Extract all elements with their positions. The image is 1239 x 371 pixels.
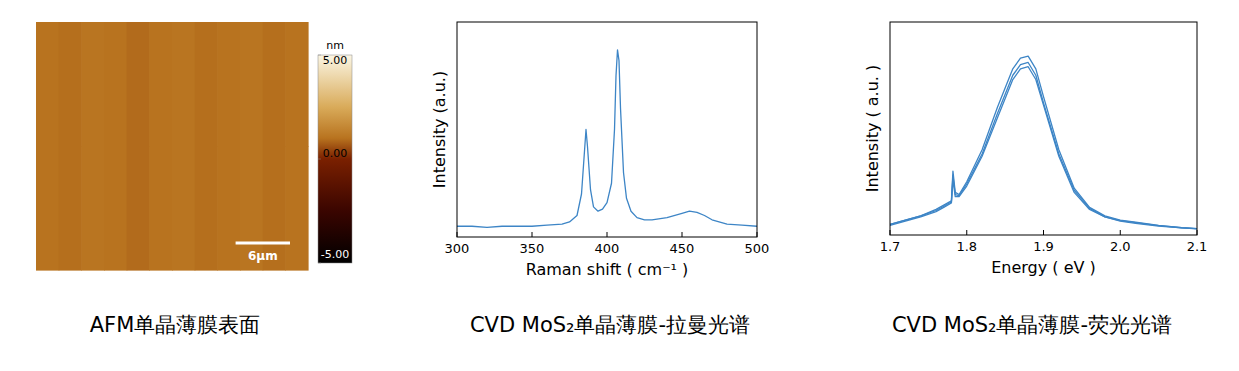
heatmap-cell: [172, 146, 195, 271]
heatmap-cell: [127, 22, 150, 147]
spectrum-panel: 1.7 1.8 1.9 2.0 2.1 Energy ( eV ) Intensity ( …: [863, 22, 1207, 337]
caption: CVD MoS₂单晶薄膜-拉曼光谱: [470, 313, 750, 337]
colorbar-tick-label: 5.00: [323, 54, 348, 67]
x-tick: [1120, 230, 1121, 235]
plot-area: [890, 56, 1197, 229]
colorbar-tick: [318, 55, 321, 56]
heatmap-cell: [285, 146, 308, 271]
scale-bar-label: 6μm: [248, 249, 278, 263]
heatmap-cell: [263, 22, 286, 147]
heatmap-cell: [81, 22, 104, 147]
caption: AFM单晶薄膜表面: [90, 313, 261, 337]
heatmap-cell: [36, 22, 59, 147]
y-axis-label: Intensity ( a.u. ): [863, 65, 882, 193]
heatmap-cell: [149, 22, 172, 147]
heatmap-cell: [149, 146, 172, 271]
x-tick-label: 1.7: [880, 239, 901, 254]
heatmap-cell: [195, 22, 218, 147]
x-axis-label: Raman shift ( cm⁻¹ ): [526, 260, 689, 279]
colorbar-tick-label: -5.00: [321, 248, 349, 261]
x-tick-label: 500: [745, 241, 770, 256]
x-axis-label: Energy ( eV ): [991, 258, 1096, 277]
x-tick: [457, 232, 458, 237]
spectrum-line: [457, 50, 757, 227]
x-tick-label: 400: [595, 241, 620, 256]
plot-frame: [890, 22, 1197, 235]
background: [0, 0, 1239, 371]
x-tick: [966, 230, 967, 235]
x-tick-label: 1.8: [956, 239, 977, 254]
x-tick-label: 450: [670, 241, 695, 256]
heatmap-cell: [81, 146, 104, 271]
x-tick-label: 350: [520, 241, 545, 256]
heatmap-cell: [127, 146, 150, 271]
heatmap-cell: [217, 146, 240, 271]
x-tick-label: 2.0: [1110, 239, 1131, 254]
heatmap-cell: [240, 22, 263, 147]
x-tick: [532, 232, 533, 237]
y-axis-label: Intensity (a.u.): [430, 71, 449, 188]
heatmap-cell: [36, 146, 59, 271]
plot-frame: [457, 22, 757, 237]
x-tick: [1043, 230, 1044, 235]
colorbar-label: nm: [326, 39, 344, 52]
afm-panel: 6μm nm 5.00 0.00 -5.00 AFM单晶薄膜表面: [36, 22, 352, 337]
x-tick: [1197, 230, 1198, 235]
colorbar: [318, 55, 352, 263]
caption: CVD MoS₂单晶薄膜-荧光光谱: [892, 313, 1172, 337]
figure: 6μm nm 5.00 0.00 -5.00 AFM单晶薄膜表面 300 350 400 450 5…: [0, 0, 1239, 371]
heatmap-cell: [172, 22, 195, 147]
spectrum-line: [890, 56, 1197, 229]
heatmap-cell: [59, 22, 82, 147]
x-tick-label: 2.1: [1187, 239, 1208, 254]
spectrum-line: [890, 62, 1197, 228]
heatmap-cell: [59, 146, 82, 271]
colorbar-tick: [318, 263, 321, 264]
heatmap-cell: [195, 146, 218, 271]
heatmap-cell: [104, 22, 127, 147]
heatmap-cell: [285, 22, 308, 147]
x-tick: [890, 230, 891, 235]
heatmap-cell: [104, 146, 127, 271]
colorbar-tick: [318, 159, 321, 160]
x-tick: [682, 232, 683, 237]
x-tick-label: 300: [445, 241, 470, 256]
x-tick: [757, 232, 758, 237]
x-tick-label: 1.9: [1033, 239, 1054, 254]
colorbar-tick-label: 0.00: [323, 147, 348, 160]
spectrum-panel: 300 350 400 450 500 Raman shift ( cm⁻¹ ) Inten…: [430, 22, 769, 337]
spectrum-line: [890, 67, 1197, 229]
x-tick: [607, 232, 608, 237]
heatmap-cell: [217, 22, 240, 147]
plot-area: [457, 50, 757, 227]
scale-bar: [236, 242, 290, 245]
